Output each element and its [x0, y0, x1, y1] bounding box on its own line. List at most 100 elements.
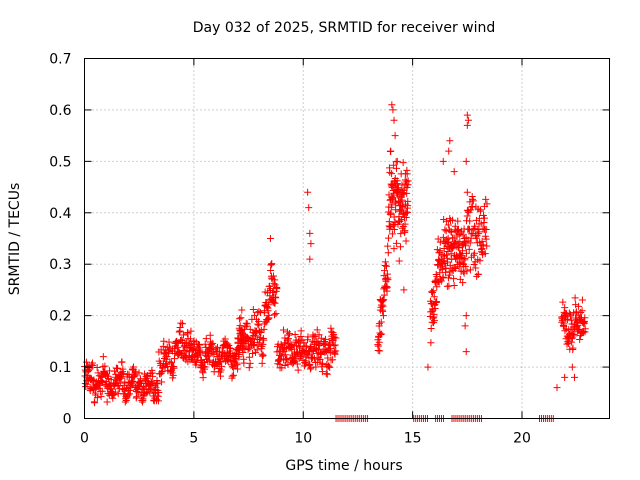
- data-point: [209, 339, 217, 347]
- data-point: [427, 324, 435, 332]
- data-point: [444, 221, 452, 229]
- data-point: [428, 300, 436, 308]
- data-point: [291, 331, 299, 339]
- data-point: [233, 361, 241, 369]
- data-point: [374, 342, 382, 350]
- data-point: [462, 249, 470, 257]
- data-point: [569, 344, 577, 352]
- data-point: [118, 358, 126, 366]
- data-points: [81, 101, 589, 422]
- data-point: [132, 368, 140, 376]
- data-point: [578, 296, 586, 304]
- data-point: [427, 339, 435, 347]
- data-point: [467, 206, 475, 214]
- data-point: [437, 277, 445, 285]
- data-point: [91, 399, 99, 407]
- data-point: [331, 341, 339, 349]
- data-point: [428, 288, 436, 296]
- data-point: [482, 195, 490, 203]
- data-point: [244, 334, 252, 342]
- data-point: [157, 369, 165, 377]
- data-point: [444, 234, 452, 242]
- data-point: [238, 329, 246, 337]
- data-point: [390, 189, 398, 197]
- data-point: [201, 363, 209, 371]
- data-point: [436, 238, 444, 246]
- data-point: [559, 298, 567, 306]
- data-point: [377, 318, 385, 326]
- data-point: [379, 312, 387, 320]
- data-point: [400, 286, 408, 294]
- data-point: [568, 363, 576, 371]
- data-point: [575, 302, 583, 310]
- data-point: [446, 268, 454, 276]
- data-point: [481, 250, 489, 258]
- data-point: [187, 327, 195, 335]
- data-point: [283, 336, 291, 344]
- data-point: [561, 304, 569, 312]
- data-point: [313, 326, 321, 334]
- data-point: [431, 304, 439, 312]
- y-tick-label: 0.4: [49, 206, 71, 222]
- data-point: [278, 352, 286, 360]
- data-point: [173, 338, 181, 346]
- data-point: [462, 157, 470, 165]
- data-point: [283, 355, 291, 363]
- data-point: [430, 317, 438, 325]
- data-point: [445, 282, 453, 290]
- data-point: [264, 307, 272, 315]
- data-point: [384, 249, 392, 257]
- data-point: [202, 335, 210, 343]
- chart-title: Day 032 of 2025, SRMTID for receiver win…: [193, 20, 496, 36]
- data-point: [266, 235, 274, 242]
- data-point: [463, 267, 471, 275]
- data-point: [389, 222, 397, 230]
- data-point: [306, 365, 314, 373]
- data-point: [297, 327, 305, 335]
- data-point: [224, 340, 232, 348]
- data-point: [458, 247, 466, 255]
- data-point: [478, 237, 486, 245]
- data-point: [398, 196, 406, 204]
- data-point: [318, 368, 326, 376]
- data-point: [180, 343, 188, 351]
- data-point: [385, 218, 393, 226]
- data-point: [230, 371, 238, 379]
- data-point: [323, 370, 331, 378]
- data-point: [98, 387, 106, 395]
- data-point: [560, 320, 568, 328]
- data-point: [98, 377, 106, 385]
- data-point: [153, 395, 161, 403]
- x-tick-label: 15: [404, 431, 422, 447]
- data-point: [306, 361, 314, 369]
- data-point: [208, 349, 216, 357]
- data-point: [221, 335, 229, 343]
- data-point: [450, 275, 458, 283]
- data-point: [259, 351, 267, 359]
- data-point: [325, 362, 333, 370]
- data-point: [260, 325, 268, 333]
- data-point: [442, 227, 450, 235]
- data-point: [387, 209, 395, 217]
- data-point: [459, 268, 467, 276]
- data-point: [404, 177, 412, 185]
- data-point: [270, 280, 278, 288]
- y-tick-label: 0.7: [49, 52, 71, 68]
- data-point: [562, 315, 570, 323]
- data-point: [398, 181, 406, 189]
- data-point: [279, 326, 287, 334]
- data-point: [568, 338, 576, 346]
- data-point: [186, 339, 194, 347]
- data-point: [142, 389, 150, 397]
- data-point: [228, 372, 236, 380]
- data-point: [388, 170, 396, 178]
- data-point: [175, 328, 183, 336]
- data-point: [397, 230, 405, 238]
- data-point: [465, 245, 473, 253]
- data-point: [196, 348, 204, 356]
- data-point: [258, 359, 266, 367]
- data-point: [249, 350, 257, 358]
- data-point: [135, 369, 143, 377]
- data-point: [564, 339, 572, 347]
